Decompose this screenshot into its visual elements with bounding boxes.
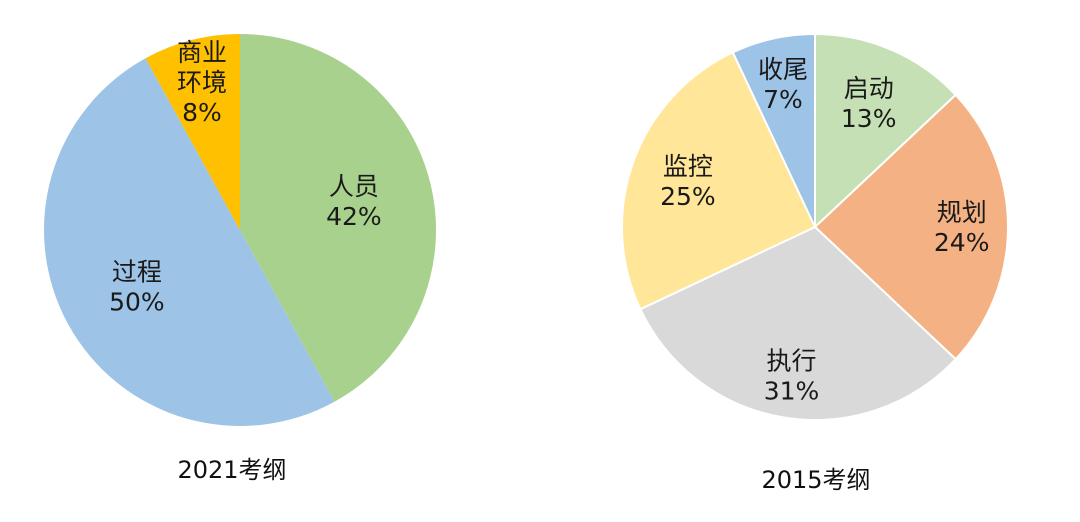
slice-label-过程: 过程 50%	[109, 258, 165, 317]
chart-title: 2021考纲	[177, 456, 286, 484]
slice-label-启动: 启动 13%	[841, 74, 897, 133]
slice-label-收尾: 收尾 7%	[758, 55, 808, 114]
slice-label-商业环境: 商业环境 8%	[177, 38, 227, 127]
slice-label-监控: 监控 25%	[660, 152, 716, 211]
slice-label-规划: 规划 24%	[934, 198, 990, 257]
slice-label-人员: 人员 42%	[326, 172, 382, 231]
pie-slice-监控	[621, 51, 816, 311]
pie-slice-过程	[43, 58, 335, 427]
pie-slice-商业环境	[145, 34, 240, 230]
pie-slice-收尾	[731, 33, 816, 228]
pie-slice-规划	[814, 93, 1010, 361]
slice-label-执行: 执行 31%	[764, 347, 820, 406]
pie-slice-人员	[240, 34, 437, 402]
chart-title: 2015考纲	[761, 466, 870, 494]
pie-chart-2021: 人员 42% 过程 50% 商业环境 8% 2021考纲	[43, 34, 437, 484]
pie-slice-执行	[639, 226, 957, 421]
pie-slice-启动	[814, 33, 957, 228]
pie-chart-2015: 启动 13% 规划 24% 执行 31% 监控 25% 收尾 7% 2015考纲	[621, 33, 1010, 494]
